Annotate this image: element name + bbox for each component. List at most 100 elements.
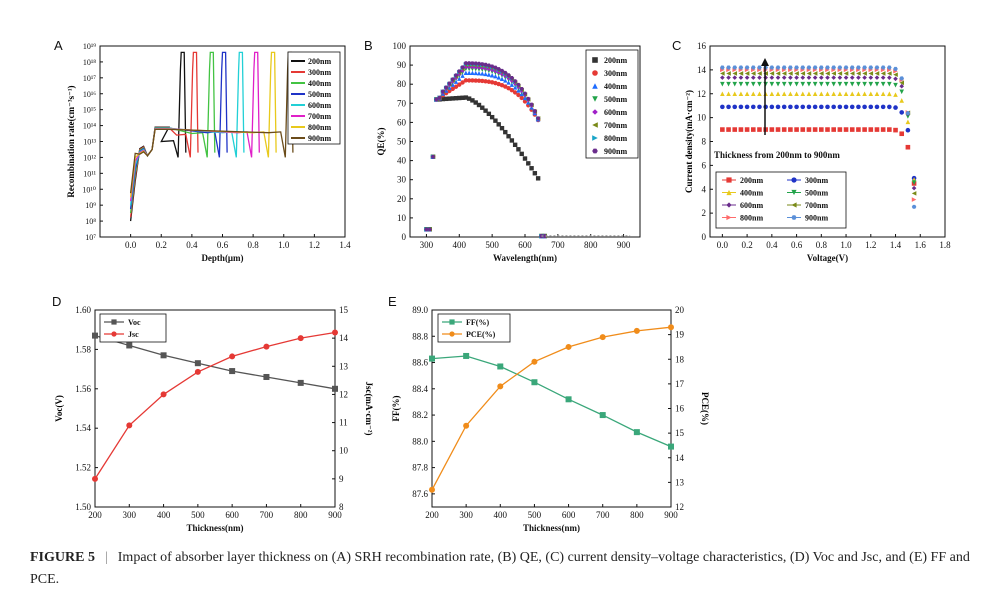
legend-label: 900nm [308, 134, 331, 143]
qe-point-400nm [486, 72, 492, 77]
jv-point-500nm [856, 81, 861, 87]
panel-letter: D [52, 294, 61, 309]
jv-point-200nm [800, 127, 806, 132]
y-tick-label-right: 9 [339, 474, 344, 484]
jv-point-300nm [750, 104, 756, 110]
jv-point-200nm [874, 127, 880, 132]
legend-label: 900nm [604, 147, 627, 156]
y-tick-label-right: 16 [675, 404, 685, 414]
x-tick-label: 1.2 [309, 240, 320, 250]
qe-point-400nm [476, 70, 482, 76]
legend-marker [592, 96, 598, 102]
x-tick-label: 1.0 [278, 240, 290, 250]
qe-point-300nm [463, 78, 469, 83]
qe-point-200nm [503, 129, 508, 135]
x-tick-label: 0.6 [791, 240, 803, 250]
x-tick-label: 1.2 [865, 240, 876, 250]
jv-point-700nm [887, 71, 892, 76]
x-tick-label: 0.0 [717, 240, 729, 250]
panel-letter: C [672, 38, 681, 53]
qe-point-900nm [542, 234, 547, 238]
jv-point-400nm [806, 91, 812, 97]
jv-point-400nm [781, 91, 787, 97]
recombination-line-700nm [129, 51, 260, 202]
jv-point-200nm [893, 127, 898, 133]
series-line-Jsc [94, 331, 336, 480]
jv-point-600nm [911, 185, 917, 191]
x-tick-label: 0.0 [125, 240, 137, 250]
qe-point-200nm [440, 96, 446, 102]
data-point-PCE(%) [463, 422, 470, 429]
legend-marker [592, 109, 598, 115]
jv-point-200nm [843, 127, 849, 132]
y-tick-label: 2 [702, 208, 707, 218]
y-tick-label: 88.8 [412, 331, 428, 341]
jv-point-600nm [794, 75, 799, 80]
jv-point-200nm [794, 127, 799, 132]
jv-point-300nm [806, 104, 812, 110]
data-point-FF(%) [599, 412, 606, 419]
x-tick-label: 500 [528, 510, 542, 520]
jv-point-400nm [856, 91, 861, 97]
jv-point-700nm [868, 71, 874, 76]
y-tick-label: 10⁷ [85, 233, 96, 242]
legend-label: 900nm [805, 214, 828, 223]
panel-letter: A [54, 38, 63, 53]
jv-point-700nm [856, 71, 861, 76]
jv-point-700nm [837, 71, 843, 76]
jv-point-600nm [744, 75, 750, 80]
y-tick-label-right: 8 [339, 502, 344, 512]
y-tick-label: 10⁸ [85, 217, 96, 226]
y-tick-label: 100 [393, 41, 407, 51]
jv-point-400nm [738, 91, 744, 97]
jv-point-400nm [788, 91, 793, 97]
qe-point-900nm [503, 70, 508, 75]
jv-point-400nm [837, 91, 843, 97]
caption-label: FIGURE 5 [30, 550, 95, 565]
data-point-PCE(%) [497, 383, 504, 390]
x-tick-label: 0.2 [156, 240, 167, 250]
jv-point-700nm [806, 71, 812, 76]
y-tick-label-right: 10 [339, 446, 349, 456]
jv-point-200nm [812, 127, 818, 132]
y-tick-label: 10¹⁶ [83, 90, 96, 99]
jv-point-900nm [757, 65, 762, 70]
jv-point-500nm [757, 81, 762, 87]
recombination-line-900nm [129, 51, 294, 194]
y-tick-label: 16 [697, 41, 707, 51]
jv-point-500nm [781, 81, 787, 87]
qe-point-900nm [463, 61, 469, 66]
legend-label: 300nm [308, 68, 331, 77]
jv-point-900nm [794, 65, 799, 70]
legend-label: 500nm [604, 95, 627, 104]
jv-point-500nm [738, 81, 744, 87]
legend-marker [791, 189, 797, 196]
legend-label: 800nm [308, 123, 331, 132]
jv-point-400nm [726, 91, 731, 97]
jv-point-500nm [893, 82, 898, 88]
qe-point-400nm [480, 71, 485, 76]
y-tick-label: 10¹⁵ [83, 106, 96, 115]
data-point-FF(%) [463, 352, 470, 359]
legend-marker [726, 177, 732, 183]
qe-point-200nm [470, 98, 475, 103]
qe-point-200nm [453, 96, 459, 101]
y-tick-label: 0 [402, 232, 407, 242]
qe-point-900nm [460, 65, 465, 70]
jv-point-300nm [831, 104, 836, 110]
jv-point-600nm [788, 75, 793, 80]
jv-point-600nm [726, 75, 731, 80]
qe-point-200nm [516, 147, 521, 152]
x-tick-label: 0.8 [248, 240, 260, 250]
qe-point-300nm [466, 78, 472, 83]
qe-point-900nm [427, 227, 432, 232]
data-point-Jsc [194, 368, 201, 375]
jv-point-900nm [781, 65, 787, 70]
jv-point-500nm [905, 114, 911, 119]
jv-point-400nm [874, 91, 880, 97]
jv-point-700nm [843, 71, 849, 76]
legend-marker [592, 57, 598, 63]
jv-point-700nm [720, 71, 725, 76]
qe-point-200nm [457, 95, 462, 101]
jv-point-400nm [744, 91, 750, 97]
